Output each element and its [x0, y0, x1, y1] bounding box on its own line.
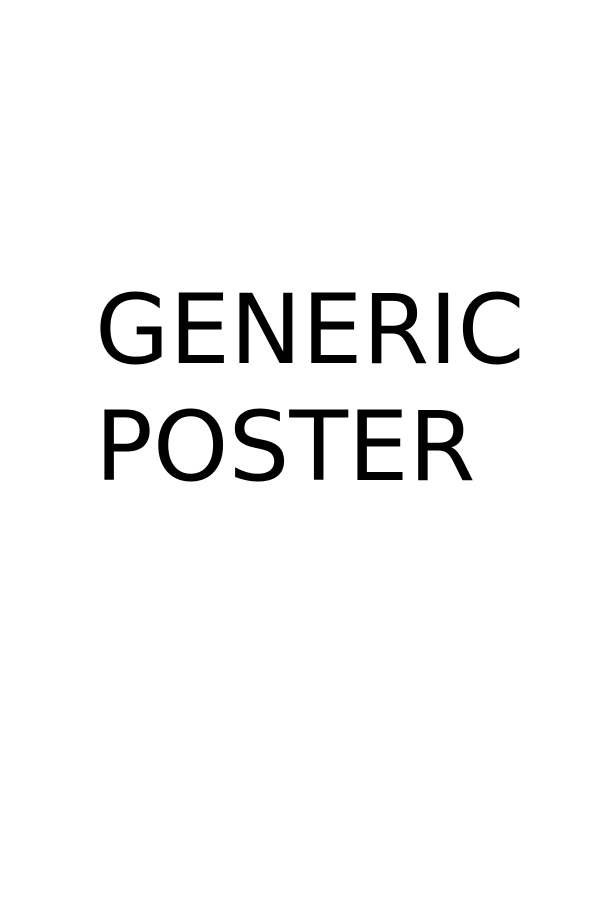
poster-title-line-1: GENERIC	[95, 274, 525, 386]
poster-title-line-2: POSTER	[95, 391, 476, 503]
poster-title: GENERIC POSTER	[95, 272, 525, 506]
